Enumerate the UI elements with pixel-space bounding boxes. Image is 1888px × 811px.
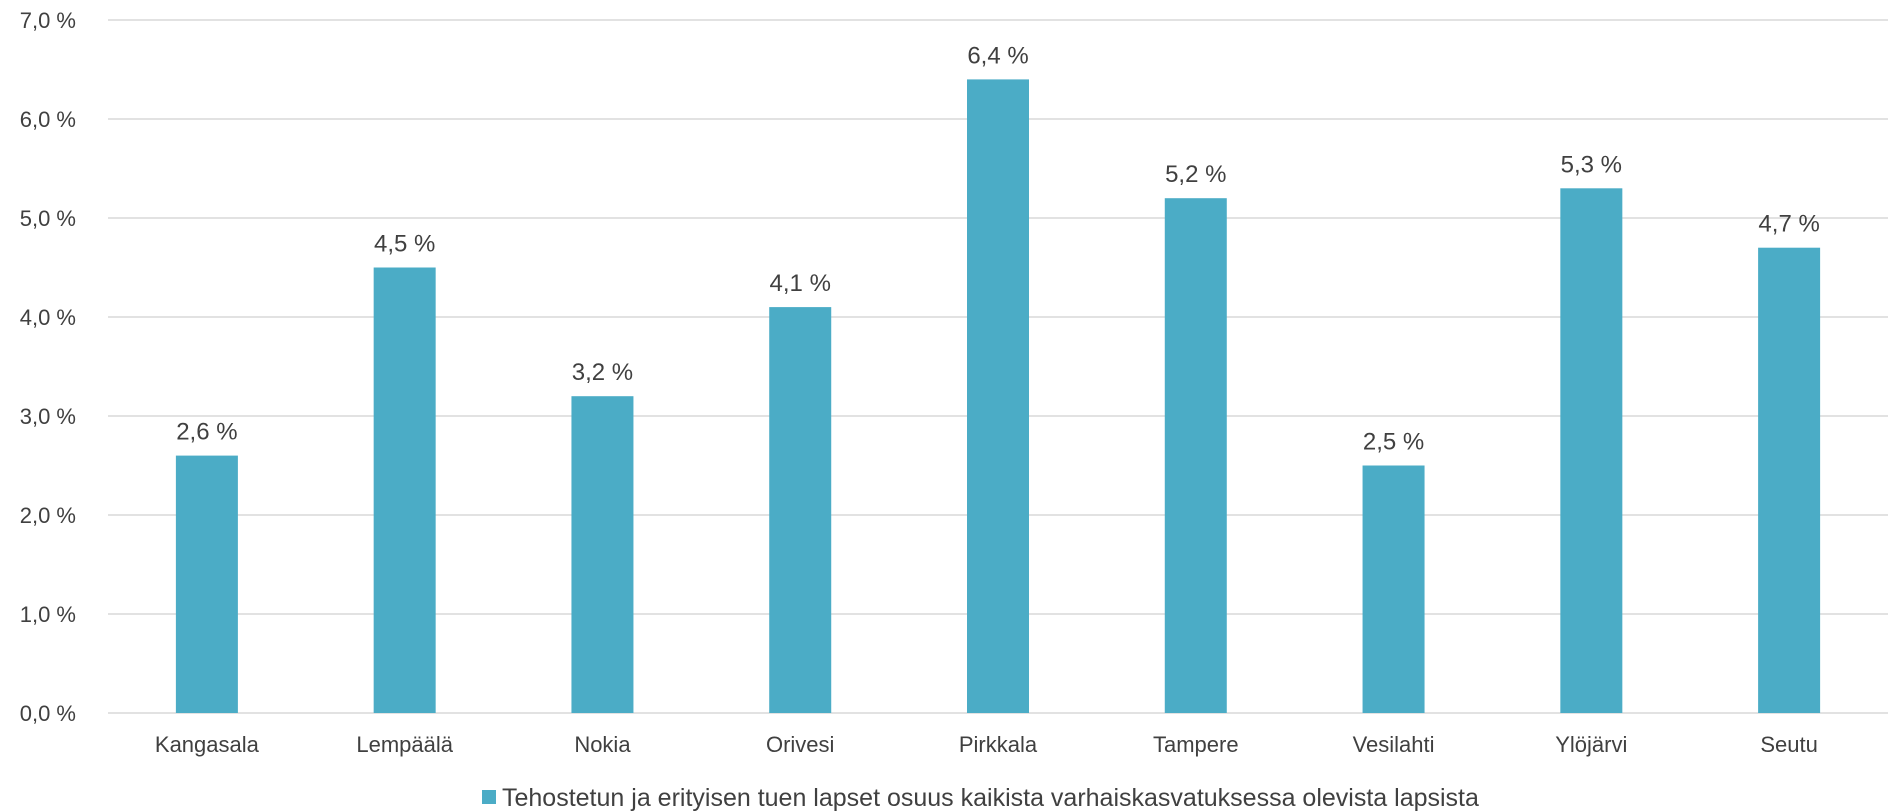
bar (769, 307, 832, 713)
data-label: 3,2 % (572, 359, 633, 386)
legend-label: Tehostetun ja erityisen tuen lapset osuu… (502, 784, 1479, 811)
category-label: Ylöjärvi (1555, 732, 1627, 757)
y-tick-label: 0,0 % (20, 701, 76, 726)
category-label: Pirkkala (959, 732, 1038, 757)
bar (175, 455, 238, 713)
y-tick-label: 1,0 % (20, 602, 76, 627)
y-axis-tick-labels: 0,0 % 1,0 % 2,0 % 3,0 % 4,0 % 5,0 % 6,0 % 7,0 % (20, 8, 76, 726)
category-label: Seutu (1760, 732, 1818, 757)
legend: Tehostetun ja erityisen tuen lapset osuu… (482, 784, 1479, 811)
y-tick-label: 5,0 % (20, 206, 76, 231)
data-label: 4,1 % (770, 270, 831, 297)
y-tick-label: 3,0 % (20, 404, 76, 429)
data-label: 4,7 % (1758, 211, 1819, 238)
data-label: 2,6 % (176, 419, 237, 446)
y-tick-label: 4,0 % (20, 305, 76, 330)
y-tick-label: 6,0 % (20, 107, 76, 132)
category-label: Vesilahti (1353, 732, 1435, 757)
bar (1362, 465, 1425, 713)
category-label: Orivesi (766, 732, 834, 757)
bar (1560, 188, 1623, 714)
category-label: Nokia (574, 732, 631, 757)
bar (1164, 198, 1227, 713)
bar (571, 396, 634, 713)
y-tick-label: 2,0 % (20, 503, 76, 528)
data-label: 5,3 % (1561, 151, 1622, 178)
x-axis-category-labels: Kangasala Lempäälä Nokia Orivesi Pirkkala Tam… (155, 732, 1818, 757)
legend-swatch (482, 790, 496, 804)
y-tick-label: 7,0 % (20, 8, 76, 33)
data-label: 2,5 % (1363, 429, 1424, 456)
data-label: 6,4 % (967, 42, 1028, 69)
bar (1758, 247, 1821, 713)
category-label: Tampere (1153, 732, 1239, 757)
data-label: 4,5 % (374, 231, 435, 258)
bar (373, 267, 436, 713)
bars (175, 79, 1821, 714)
data-label: 5,2 % (1165, 161, 1226, 188)
category-label: Lempäälä (356, 732, 453, 757)
data-labels: 2,6 % 4,5 % 3,2 % 4,1 % 6,4 % 5,2 % 2,5 % 5,3 %… (176, 42, 1820, 455)
bar (967, 79, 1029, 713)
category-label: Kangasala (155, 732, 260, 757)
